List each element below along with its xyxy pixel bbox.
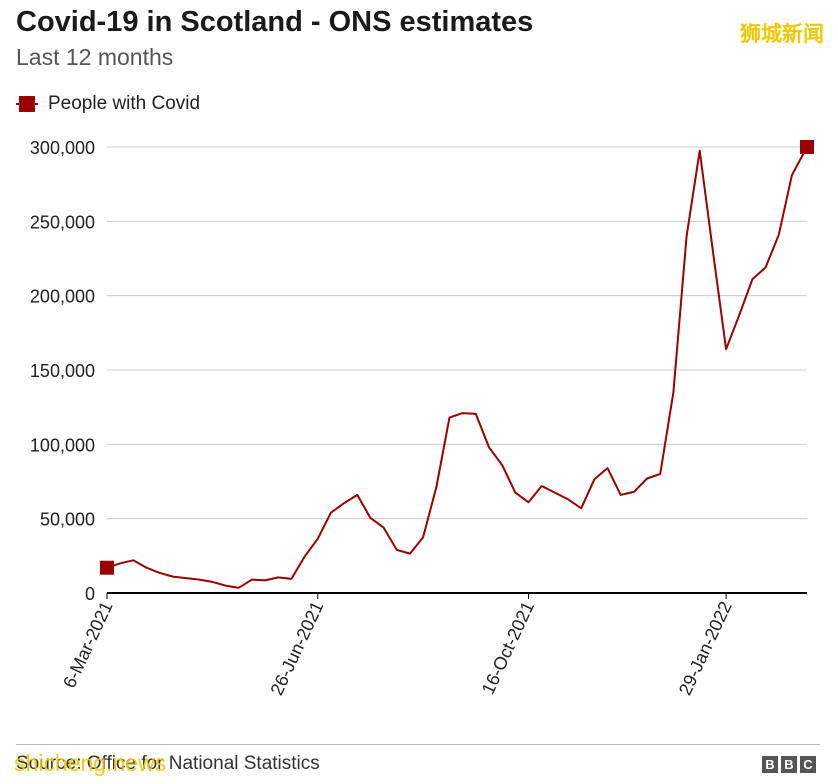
y-tick-label: 150,000 <box>30 361 95 381</box>
y-tick-label: 300,000 <box>30 138 95 158</box>
legend: People with Covid <box>16 92 200 116</box>
y-tick-label: 50,000 <box>40 510 95 530</box>
chart-subtitle: Last 12 months <box>16 44 174 70</box>
legend-swatch-icon <box>16 94 38 114</box>
axis-layer: 0 50,000 100,000 150,000 200,000 250,000 300,0… <box>30 138 807 698</box>
y-tick-label: 200,000 <box>30 287 95 307</box>
end-marker <box>800 140 814 154</box>
x-tick-label: 29-Jan-2022 <box>675 598 736 698</box>
logo-letter-3: C <box>800 756 816 773</box>
start-marker <box>100 560 114 575</box>
chart-title: Covid-19 in Scotland - ONS estimates <box>16 6 534 38</box>
legend-label: People with Covid <box>48 93 201 114</box>
logo-letter-1: B <box>762 756 778 773</box>
x-tick-label: 6-Mar-2021 <box>59 598 116 691</box>
x-tick-label: 26-Jun-2021 <box>267 598 328 698</box>
logo-letter-2: B <box>781 756 797 773</box>
source-watermark: shicheng.news <box>14 750 167 776</box>
series-line-people-with-covid <box>106 146 808 589</box>
y-tick-label: 250,000 <box>30 212 95 232</box>
grid-layer <box>107 146 807 520</box>
y-tick-label: 0 <box>85 584 95 604</box>
footer-divider <box>16 744 820 745</box>
source-note: Source: Office for National Statistics <box>16 753 320 774</box>
bbc-logo-icon: B B C <box>762 756 816 773</box>
series-layer <box>100 140 814 589</box>
watermark-logo: 狮城新闻 <box>740 22 824 46</box>
x-tick-label: 16-Oct-2021 <box>478 598 538 697</box>
y-tick-label: 100,000 <box>30 435 95 455</box>
